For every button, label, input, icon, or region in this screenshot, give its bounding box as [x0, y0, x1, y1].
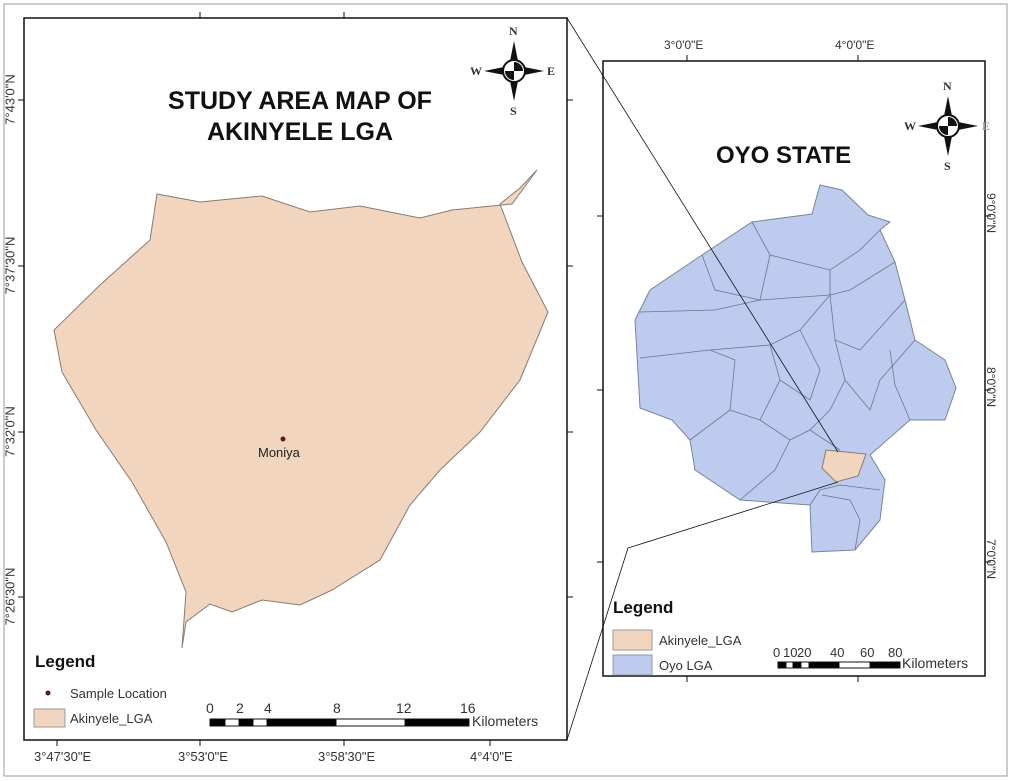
scale-tick: 8: [333, 700, 341, 716]
compass-e: E: [547, 64, 556, 78]
inset-scale-tick: 80: [888, 645, 903, 660]
oyo-state-polygon: [634, 184, 957, 553]
inset-map-title: OYO STATE: [716, 142, 852, 169]
legend-label-sample: Sample Location: [70, 686, 167, 701]
inset-map-ticks: [597, 55, 991, 682]
inset-legend-heading: Legend: [613, 598, 674, 617]
main-map-ticks: [18, 12, 573, 746]
compass-w: W: [470, 64, 482, 78]
inset-legend-swatch-oyo: [612, 654, 653, 676]
scale-tick: 2: [236, 700, 244, 716]
akinyele-lga-polygon: [53, 169, 549, 649]
inset-y-tick-label: 9°0'0"N: [984, 192, 998, 234]
scale-tick: 4: [264, 700, 272, 716]
x-tick-label: 3°58'30"E: [318, 749, 376, 764]
inset-y-tick-label: 8°0'0"N: [984, 366, 998, 408]
inset-x-tick-label: 3°0'0"E: [664, 38, 704, 52]
outer-frame: [3, 3, 1008, 777]
main-scale-bar: [209, 718, 470, 727]
x-tick-label: 4°4'0"E: [470, 749, 513, 764]
inset-scale-tick: 10: [783, 645, 798, 660]
sample-location-point: [280, 436, 286, 442]
oyo-lga-boundaries: [639, 221, 916, 551]
inset-scale-tick: 20: [797, 645, 812, 660]
place-label-moniya: Moniya: [258, 445, 300, 460]
x-tick-label: 3°47'30"E: [34, 749, 92, 764]
main-map-title: STUDY AREA MAP OF AKINYELE LGA: [120, 86, 480, 148]
inset-scale-bar: [777, 661, 901, 669]
scale-tick: 16: [460, 700, 476, 716]
title-line-2: AKINYELE LGA: [206, 118, 394, 146]
main-compass-icon: [484, 41, 544, 101]
scale-unit: Kilometers: [472, 713, 539, 729]
inset-compass-e: E: [982, 119, 991, 133]
inset-scale-tick: 40: [830, 645, 845, 660]
compass-n: N: [509, 24, 518, 38]
inset-map-frame: [602, 60, 986, 677]
scale-tick: 0: [206, 700, 214, 716]
legend-label-akinyele: Akinyele_LGA: [70, 711, 153, 726]
main-map-frame: [23, 17, 568, 741]
inset-scale-tick: 0: [773, 645, 781, 660]
y-tick-label: 7°43'0"N: [2, 74, 18, 125]
inset-legend-label-akinyele: Akinyele_LGA: [659, 633, 742, 648]
inset-compass-w: W: [904, 119, 916, 133]
inset-y-tick-label: 7°0'0"N: [984, 538, 998, 580]
legend-swatch-akinyele: [33, 708, 66, 728]
y-tick-label: 7°26'30"N: [2, 567, 18, 626]
y-tick-label: 7°37'30"N: [2, 236, 18, 295]
y-tick-label: 7°32'0"N: [2, 406, 18, 457]
title-line-1: STUDY AREA MAP OF: [168, 87, 432, 115]
inset-x-tick-label: 4°0'0"E: [835, 38, 875, 52]
inset-legend-label-oyo: Oyo LGA: [659, 658, 713, 673]
inset-compass-n: N: [943, 79, 952, 93]
akinyele-in-oyo-polygon: [821, 449, 867, 483]
legend-heading: Legend: [35, 652, 96, 671]
inset-compass-icon: [918, 96, 978, 156]
scale-tick: 12: [396, 700, 412, 716]
x-tick-label: 3°53'0"E: [178, 749, 228, 764]
inset-legend-swatch-akinyele: [612, 629, 653, 651]
inset-scale-unit: Kilometers: [902, 655, 969, 671]
legend-symbol-sample: [45, 690, 51, 696]
extent-connector-lines: [566, 17, 839, 741]
compass-s: S: [510, 104, 517, 118]
inset-scale-tick: 60: [860, 645, 875, 660]
inset-compass-s: S: [944, 159, 951, 173]
